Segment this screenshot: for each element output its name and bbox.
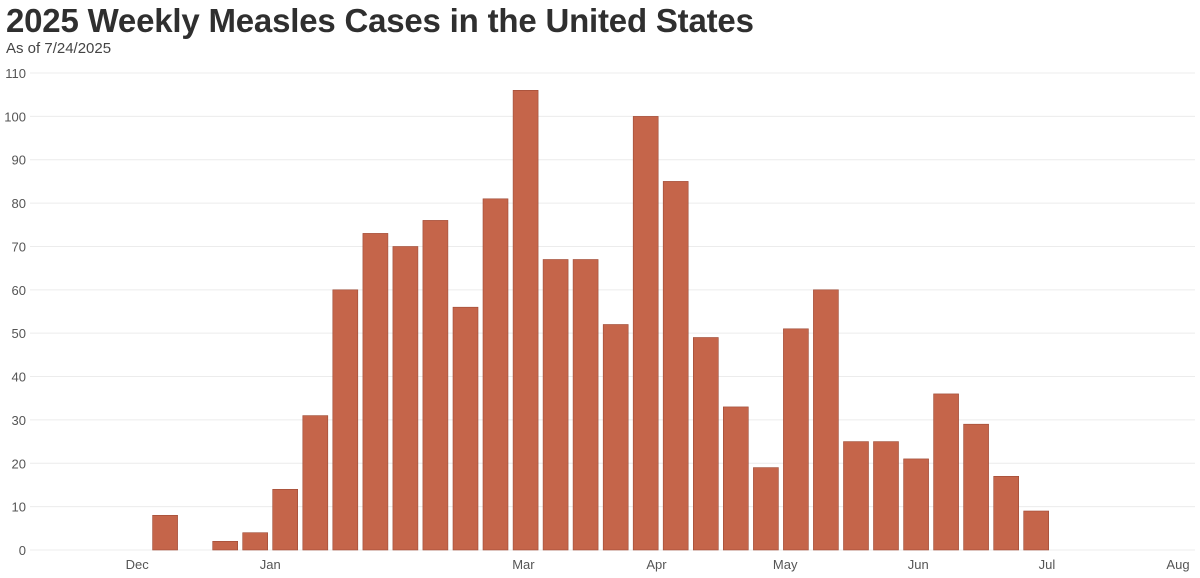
bar-2025-06-18[interactable] <box>993 475 1020 551</box>
bar-2024-12-18[interactable] <box>212 540 238 551</box>
bar-2025-01-29[interactable] <box>392 246 419 551</box>
bar-2024-12-04[interactable] <box>152 514 178 551</box>
bar-2025-05-07[interactable] <box>813 289 839 551</box>
bar-2025-03-12[interactable] <box>572 259 599 551</box>
x-tick-label-dec: Dec <box>126 557 150 572</box>
y-tick-label: 80 <box>12 196 26 211</box>
bar-2025-04-23[interactable] <box>753 467 779 551</box>
bar-2025-02-19[interactable] <box>482 198 509 551</box>
y-axis-ticks: 0 10 20 30 40 50 60 70 80 90 100 110 <box>4 66 26 558</box>
bar-2025-04-16[interactable] <box>722 406 749 551</box>
y-tick-label: 100 <box>4 109 26 124</box>
y-tick-label: 10 <box>12 500 26 515</box>
bar-2025-02-05[interactable] <box>422 220 449 551</box>
x-tick-label-apr: Apr <box>646 557 667 572</box>
bar-2025-04-30[interactable] <box>783 328 809 551</box>
bar-2025-03-26[interactable] <box>632 116 659 551</box>
x-tick-label-aug: Aug <box>1166 557 1189 572</box>
y-tick-label: 40 <box>12 370 26 385</box>
bar-2025-04-02[interactable] <box>662 181 689 551</box>
y-tick-label: 90 <box>12 153 26 168</box>
y-tick-label: 30 <box>12 413 26 428</box>
x-tick-label-jul: Jul <box>1039 557 1056 572</box>
bar-2025-01-15[interactable] <box>332 289 359 551</box>
x-tick-label-may: May <box>773 557 798 572</box>
bar-2025-01-22[interactable] <box>362 233 389 551</box>
bar-2025-05-28[interactable] <box>903 458 929 551</box>
y-tick-label: 0 <box>19 543 26 558</box>
x-tick-label-mar: Mar <box>512 557 535 572</box>
y-tick-label: 50 <box>12 326 26 341</box>
y-tick-label: 60 <box>12 283 26 298</box>
bar-2025-06-04[interactable] <box>933 393 959 551</box>
bar-2025-06-25[interactable] <box>1023 510 1050 551</box>
bar-2025-06-11[interactable] <box>963 423 989 551</box>
y-tick-label: 20 <box>12 456 26 471</box>
bar-2025-03-05[interactable] <box>542 259 569 551</box>
bar-2025-04-09[interactable] <box>692 337 719 551</box>
bar-2025-05-21[interactable] <box>873 441 899 551</box>
bar-2025-01-08[interactable] <box>302 415 329 551</box>
bar-2025-05-14[interactable] <box>843 441 869 551</box>
chart-subtitle: As of 7/24/2025 <box>6 40 112 57</box>
bars <box>152 90 1050 551</box>
x-tick-label-jun: Jun <box>908 557 929 572</box>
bar-2025-02-26[interactable] <box>512 90 539 551</box>
chart-title: 2025 Weekly Measles Cases in the United … <box>6 2 754 39</box>
x-axis-ticks: Dec Jan Mar Apr May Jun Jul Aug <box>126 557 1190 572</box>
y-tick-label: 70 <box>12 239 26 254</box>
x-tick-label-jan: Jan <box>260 557 281 572</box>
bar-2025-01-01[interactable] <box>272 488 299 551</box>
bar-2024-12-25[interactable] <box>242 532 268 551</box>
bar-2025-02-12[interactable] <box>452 306 479 551</box>
bar-2025-03-19[interactable] <box>602 324 629 551</box>
y-tick-label: 110 <box>5 66 26 81</box>
